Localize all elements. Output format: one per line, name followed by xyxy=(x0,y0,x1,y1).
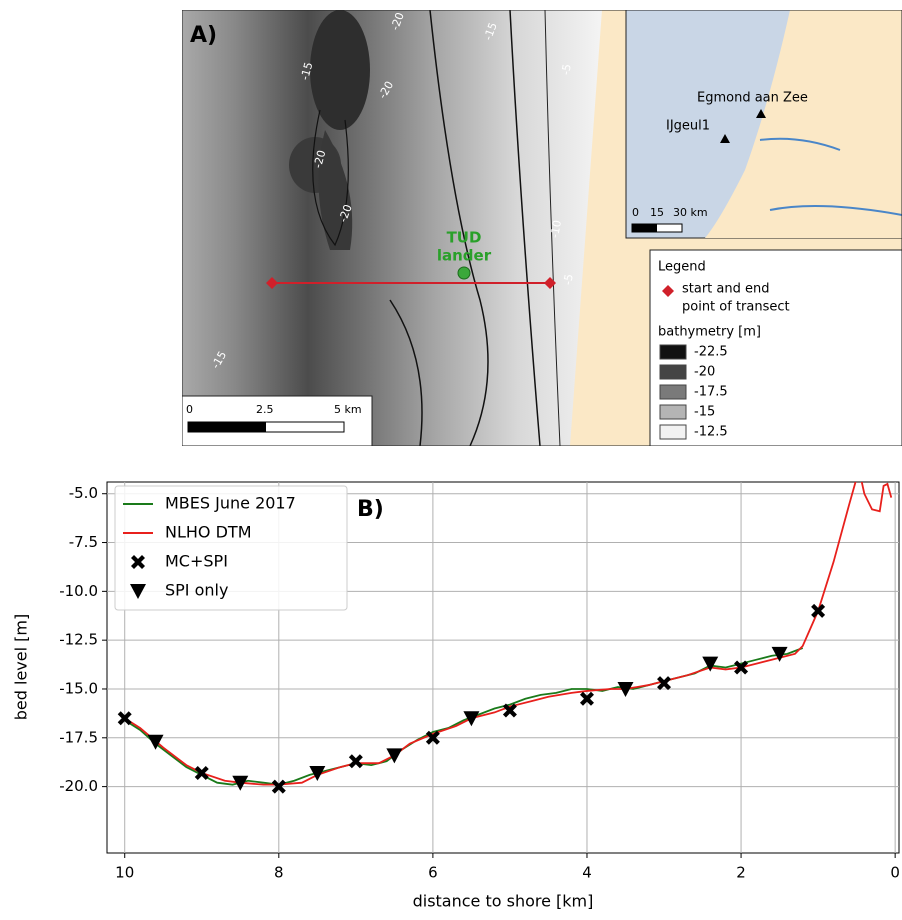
legend-swatch xyxy=(660,345,686,359)
inset-scale-label: 15 xyxy=(650,206,664,219)
x-tick-label: 4 xyxy=(582,864,592,882)
contour-label: -5 xyxy=(559,63,574,76)
legend-label: MC+SPI xyxy=(165,552,228,571)
lander-label: TUD xyxy=(447,229,482,247)
scale-bar xyxy=(188,422,266,432)
x-tick-label: 2 xyxy=(736,864,746,882)
y-axis-title: bed level [m] xyxy=(12,614,31,720)
marker-x xyxy=(503,703,517,717)
map xyxy=(182,10,902,446)
x-tick-label: 6 xyxy=(428,864,438,882)
scale-label: 2.5 xyxy=(256,403,274,416)
place-label: IJgeul1 xyxy=(666,119,710,134)
legend-title: bathymetry [m] xyxy=(658,325,761,340)
y-tick-label: -5.0 xyxy=(69,484,98,502)
scale-label: 0 xyxy=(186,403,193,416)
legend-title: Legend xyxy=(658,260,706,275)
legend-label: start and end xyxy=(682,282,770,297)
place-label: Egmond aan Zee xyxy=(697,91,808,106)
legend-label: -20 xyxy=(694,365,715,380)
marker-x xyxy=(811,604,825,618)
map-legend xyxy=(650,250,902,446)
x-tick-label: 0 xyxy=(890,864,900,882)
legend-label: -15 xyxy=(694,405,715,420)
legend-swatch xyxy=(660,365,686,379)
y-tick-label: -17.5 xyxy=(59,728,98,746)
inset-scale-label: 0 xyxy=(632,206,639,219)
legend-label: -17.5 xyxy=(694,385,728,400)
x-tick-label: 8 xyxy=(274,864,284,882)
lander xyxy=(458,267,470,279)
page: A) -20 -20 -20 -20 -15 -15 -15 -10 -5 -5… xyxy=(0,0,902,916)
inset-scale xyxy=(632,224,657,232)
legend-label: MBES June 2017 xyxy=(165,494,296,513)
x-axis-title: distance to shore [km] xyxy=(413,892,594,911)
legend-label: -12.5 xyxy=(694,425,728,440)
legend-swatch xyxy=(660,425,686,439)
marker-x xyxy=(349,754,363,768)
y-tick-label: -15.0 xyxy=(59,679,98,697)
y-tick-label: -12.5 xyxy=(59,631,98,649)
y-tick-label: -7.5 xyxy=(69,533,98,551)
legend-label: -22.5 xyxy=(694,345,728,360)
panel-label: A) xyxy=(190,23,217,48)
scale-label: 5 km xyxy=(334,403,362,416)
y-tick-label: -20.0 xyxy=(59,777,98,795)
lander-label: lander xyxy=(437,247,492,265)
bathymetry xyxy=(182,10,602,446)
legend-label: NLHO DTM xyxy=(165,523,252,542)
legend-label: point of transect xyxy=(682,300,790,315)
x-tick-label: 10 xyxy=(115,864,134,882)
legend-swatch xyxy=(660,385,686,399)
legend-label: SPI only xyxy=(165,581,228,600)
y-tick-label: -10.0 xyxy=(59,582,98,600)
inset-scale-label: 30 km xyxy=(673,206,708,219)
contour-label: -5 xyxy=(561,273,576,286)
figure: A) -20 -20 -20 -20 -15 -15 -15 -10 -5 -5… xyxy=(0,0,902,916)
data-line xyxy=(125,648,803,785)
legend-swatch xyxy=(660,405,686,419)
marker-triangle xyxy=(386,748,402,763)
panel-label: B) xyxy=(357,497,384,522)
